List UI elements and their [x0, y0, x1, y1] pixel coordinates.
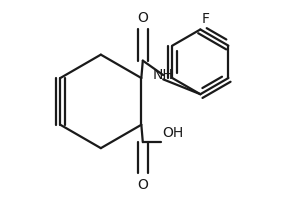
- Text: O: O: [137, 178, 148, 192]
- Text: O: O: [137, 11, 148, 25]
- Text: F: F: [202, 12, 210, 26]
- Text: NH: NH: [153, 68, 174, 82]
- Text: OH: OH: [163, 126, 184, 140]
